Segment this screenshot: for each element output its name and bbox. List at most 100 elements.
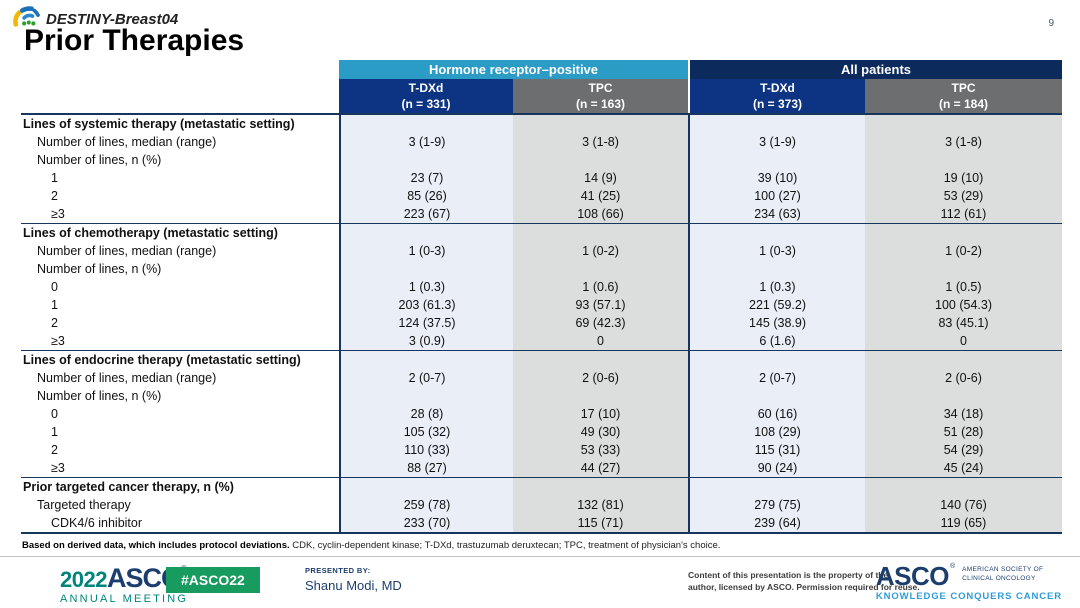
group-header-hr-positive: Hormone receptor–positive — [339, 60, 688, 79]
row-label: 1 — [21, 423, 339, 441]
table-row: Targeted therapy 259 (78) 132 (81) 279 (75)… — [21, 496, 1062, 514]
table-cell — [513, 224, 688, 242]
table-cell: 93 (57.1) — [513, 296, 688, 314]
column-header-spacer — [21, 79, 339, 113]
table-cell: 0 — [865, 332, 1062, 350]
asco-society-logo: ASCO ® AMERICAN SOCIETY OF CLINICAL ONCO… — [876, 563, 1062, 602]
table-cell — [339, 387, 513, 405]
column-name: T-DXd — [408, 81, 444, 95]
column-name: TPC — [951, 81, 976, 95]
table-cell: 28 (8) — [339, 405, 513, 423]
row-label: Number of lines, median (range) — [21, 242, 339, 260]
table-cell: 2 (0-7) — [339, 369, 513, 387]
society-line1: AMERICAN SOCIETY OF — [962, 566, 1044, 573]
table-section: Lines of endocrine therapy (metastatic s… — [21, 350, 1062, 477]
table-cell: 34 (18) — [865, 405, 1062, 423]
row-label: 1 — [21, 169, 339, 187]
society-name: AMERICAN SOCIETY OF CLINICAL ONCOLOGY — [962, 566, 1043, 584]
disclaimer-line2: author, licensed by ASCO. Permission req… — [688, 581, 920, 592]
table-cell — [339, 351, 513, 369]
table-cell: 0 — [513, 332, 688, 350]
row-label: 1 — [21, 296, 339, 314]
table-row: ≥3 3 (0.9) 0 6 (1.6) 0 — [21, 332, 1062, 350]
table-cell: 124 (37.5) — [339, 314, 513, 332]
meeting-name: ANNUAL MEETING — [60, 593, 189, 605]
section-title: Lines of chemotherapy (metastatic settin… — [21, 224, 339, 242]
row-label: 2 — [21, 187, 339, 205]
table-row: 1 105 (32) 49 (30) 108 (29) 51 (28) — [21, 423, 1062, 441]
registered-mark-icon: ® — [950, 563, 956, 570]
table-cell: 88 (27) — [339, 459, 513, 477]
row-label: 0 — [21, 278, 339, 296]
table-section-header-row: Lines of systemic therapy (metastatic se… — [21, 115, 1062, 133]
table-section-header-row: Lines of chemotherapy (metastatic settin… — [21, 224, 1062, 242]
footnote-rest: CDK, cyclin-dependent kinase; T-DXd, tra… — [289, 540, 721, 551]
table-cell: 100 (54.3) — [865, 296, 1062, 314]
table-cell — [688, 478, 865, 496]
table-cell: 39 (10) — [688, 169, 865, 187]
table-cell: 1 (0-3) — [339, 242, 513, 260]
table-cell: 54 (29) — [865, 441, 1062, 459]
table-row: Number of lines, median (range) 3 (1-9) 3 … — [21, 133, 1062, 151]
table-cell: 221 (59.2) — [688, 296, 865, 314]
table-cell: 53 (29) — [865, 187, 1062, 205]
table-section: Lines of chemotherapy (metastatic settin… — [21, 223, 1062, 350]
table-row: Number of lines, median (range) 2 (0-7) 2 … — [21, 369, 1062, 387]
table-cell: 83 (45.1) — [865, 314, 1062, 332]
table-group-header-row: Hormone receptor–positive All patients — [21, 60, 1062, 79]
table-cell: 115 (31) — [688, 441, 865, 459]
table-cell — [513, 260, 688, 278]
table-cell: 203 (61.3) — [339, 296, 513, 314]
table-cell — [688, 387, 865, 405]
table-cell: 3 (1-9) — [339, 133, 513, 151]
study-name: DESTINY-Breast04 — [46, 11, 179, 28]
table-cell: 115 (71) — [513, 514, 688, 532]
disclaimer-line1: Content of this presentation is the prop… — [688, 570, 889, 580]
row-label: Number of lines, n (%) — [21, 387, 339, 405]
section-title: Lines of endocrine therapy (metastatic s… — [21, 351, 339, 369]
table-cell: 108 (29) — [688, 423, 865, 441]
table-section: Prior targeted cancer therapy, n (%) Targ… — [21, 477, 1062, 532]
table-cell — [688, 224, 865, 242]
table-cell: 145 (38.9) — [688, 314, 865, 332]
table-cell — [865, 260, 1062, 278]
meeting-year: 2022 — [60, 567, 107, 592]
table-body: Lines of systemic therapy (metastatic se… — [21, 113, 1062, 534]
group-header-spacer — [21, 60, 339, 79]
brand-header: DESTINY-Breast04 — [12, 5, 178, 34]
row-label: Number of lines, n (%) — [21, 260, 339, 278]
table-cell — [513, 387, 688, 405]
table-cell — [865, 387, 1062, 405]
table-row: CDK4/6 inhibitor 233 (70) 115 (71) 239 (64)… — [21, 514, 1062, 532]
table-cell: 140 (76) — [865, 496, 1062, 514]
row-label: 2 — [21, 441, 339, 459]
table-cell: 60 (16) — [688, 405, 865, 423]
table-cell: 51 (28) — [865, 423, 1062, 441]
table-cell: 105 (32) — [339, 423, 513, 441]
table-cell: 108 (66) — [513, 205, 688, 223]
row-label: Number of lines, n (%) — [21, 151, 339, 169]
hashtag-badge: #ASCO22 — [166, 567, 260, 593]
footer-divider — [0, 556, 1080, 557]
column-n: (n = 163) — [575, 97, 626, 111]
table-cell: 2 (0-6) — [865, 369, 1062, 387]
table-cell: 1 (0.3) — [688, 278, 865, 296]
table-section-header-row: Lines of endocrine therapy (metastatic s… — [21, 351, 1062, 369]
table-cell — [339, 224, 513, 242]
table-row: Number of lines, n (%) — [21, 260, 1062, 278]
table-cell: 6 (1.6) — [688, 332, 865, 350]
disclaimer: Content of this presentation is the prop… — [688, 570, 920, 594]
row-label: CDK4/6 inhibitor — [21, 514, 339, 532]
table-cell: 45 (24) — [865, 459, 1062, 477]
table-row: 2 124 (37.5) 69 (42.3) 145 (38.9) 83 (45.1) — [21, 314, 1062, 332]
asco-tagline: KNOWLEDGE CONQUERS CANCER — [875, 591, 1062, 602]
table-cell: 41 (25) — [513, 187, 688, 205]
table-cell: 1 (0.5) — [865, 278, 1062, 296]
group-header-all-patients: All patients — [688, 60, 1062, 79]
column-n: (n = 184) — [938, 97, 989, 111]
table-section: Lines of systemic therapy (metastatic se… — [21, 115, 1062, 223]
table-cell: 239 (64) — [688, 514, 865, 532]
table-row: ≥3 88 (27) 44 (27) 90 (24) 45 (24) — [21, 459, 1062, 477]
